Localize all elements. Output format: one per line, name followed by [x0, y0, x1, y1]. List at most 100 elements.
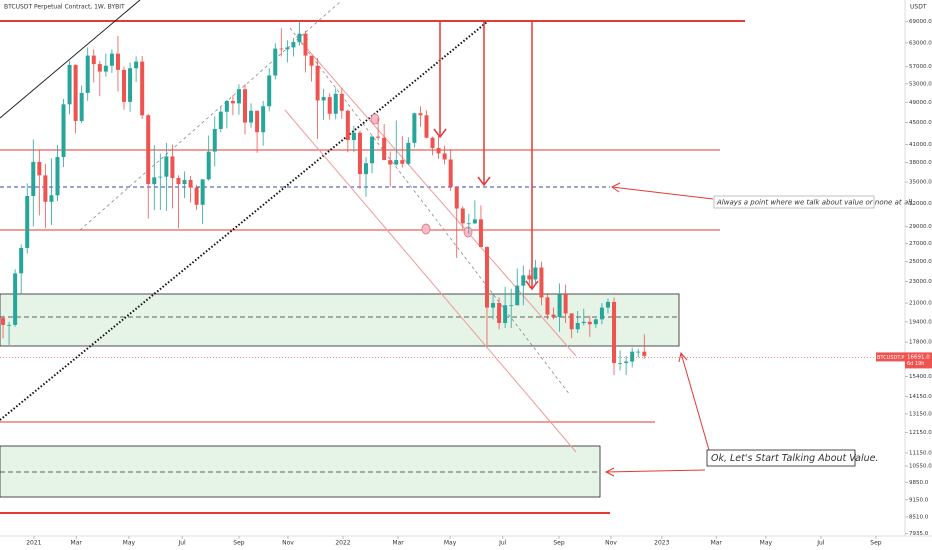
y-tick-label: 63000.0 — [909, 40, 932, 46]
y-tick-label: 15400.0 — [909, 374, 932, 380]
candle-body — [333, 93, 338, 114]
candle-body — [236, 89, 241, 104]
price-tag — [905, 352, 932, 369]
candle-body — [182, 180, 187, 185]
y-tick-label: 35000.0 — [909, 180, 932, 186]
candle-body — [321, 97, 326, 101]
candle-body — [158, 176, 163, 178]
candle-body — [363, 163, 368, 175]
arrows — [433, 21, 714, 477]
candle-body — [97, 64, 102, 72]
candle-body — [243, 89, 248, 123]
candle-body — [55, 157, 60, 196]
x-tick-label: Jul — [498, 540, 507, 547]
price-tag-value: 16691.0 — [907, 354, 930, 360]
trend-line — [0, 0, 141, 119]
note-box — [713, 195, 875, 209]
candle-body — [430, 137, 435, 149]
y-tick-label: 29000.0 — [909, 224, 932, 230]
price-tag-symbol: BTCUSDT.P — [877, 355, 904, 361]
marker-circle — [421, 223, 431, 235]
channel-line — [284, 109, 577, 453]
y-tick-label: 27000.0 — [909, 241, 932, 247]
candle-body — [412, 113, 417, 143]
candle-body — [261, 106, 266, 133]
chart-title: BTCUSDT Perpetual Contract, 1W, BYBIT — [4, 4, 125, 11]
candle-body — [91, 55, 96, 65]
candles — [1, 21, 647, 375]
annotation: Always a point where we talk about value… — [716, 199, 914, 207]
candle-body — [109, 53, 114, 66]
candle-body — [19, 247, 24, 274]
candle-body — [478, 219, 483, 248]
x-tick-label: Nov — [605, 540, 617, 547]
y-tick-label: 38000.0 — [909, 160, 932, 166]
candle-body — [557, 294, 562, 317]
candle-body — [291, 42, 296, 48]
y-tick-label: 12150.0 — [909, 430, 932, 436]
y-tick-label: 25000.0 — [909, 259, 932, 265]
candle-body — [472, 219, 477, 224]
y-tick-label: 17800.0 — [909, 340, 932, 346]
y-tick-label: 32000.0 — [909, 201, 932, 207]
candle-body — [630, 351, 635, 362]
candle-body — [605, 301, 610, 308]
candle-body — [31, 161, 36, 196]
marker-circle — [463, 226, 473, 238]
candle-body — [7, 324, 12, 326]
candle-body — [618, 363, 623, 364]
candle-body — [376, 136, 381, 138]
x-tick-label: 2022 — [335, 540, 350, 547]
marker-circle — [370, 113, 380, 125]
candle-body — [388, 160, 393, 165]
annotation: Ok, Let's Start Talking About Value. — [711, 453, 879, 464]
candle-body — [503, 305, 508, 324]
candle-body — [103, 65, 108, 72]
y-tick-label: 49000.0 — [909, 100, 932, 106]
x-tick-label: May — [760, 540, 773, 547]
candle-body — [351, 132, 356, 141]
candle-body — [164, 156, 169, 177]
candle-body — [575, 323, 580, 330]
candle-body — [85, 55, 90, 93]
axis-unit: USDT — [910, 4, 927, 11]
x-tick-label: 2023 — [654, 540, 669, 547]
candle-body — [382, 137, 387, 161]
x-tick-label: May — [444, 540, 457, 547]
y-tick-label: 21000.0 — [909, 301, 932, 307]
candle-body — [527, 275, 532, 280]
x-tick-label: Mar — [711, 540, 723, 547]
candle-body — [642, 351, 647, 356]
candle-body — [152, 177, 157, 185]
candle-body — [327, 97, 332, 114]
candle-body — [339, 93, 344, 111]
candle-body — [448, 159, 453, 187]
candle-body — [79, 92, 84, 121]
x-tick-label: Nov — [282, 540, 294, 547]
y-tick-label: 9850.0 — [909, 480, 929, 486]
y-tick-label: 8510.0 — [909, 514, 929, 520]
candle-body — [303, 33, 308, 56]
y-tick-label: 45000.0 — [909, 120, 932, 126]
candle-body — [581, 321, 586, 324]
value-zone — [0, 445, 601, 498]
candle-body — [273, 48, 278, 76]
candle-body — [13, 273, 18, 325]
x-tick-label: Jul — [816, 540, 825, 547]
candle-body — [122, 69, 127, 102]
candle-body — [521, 275, 526, 286]
candle-body — [297, 33, 302, 43]
x-tick-label: Jul — [177, 540, 186, 547]
candle-body — [545, 297, 550, 315]
x-tick-label: Sep — [553, 540, 565, 547]
candle-body — [636, 351, 641, 353]
y-tick-label: 7935.0 — [909, 531, 929, 537]
candle-body — [200, 179, 205, 205]
candle-body — [309, 55, 314, 66]
candle-body — [484, 247, 489, 308]
candle-body — [134, 61, 139, 69]
candle-body — [466, 223, 471, 225]
y-tick-label: 9150.0 — [909, 497, 929, 503]
price-tag — [876, 352, 905, 362]
candle-body — [73, 64, 78, 121]
